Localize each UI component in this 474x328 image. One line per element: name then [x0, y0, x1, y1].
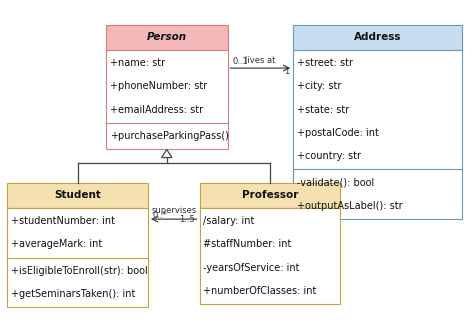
- Text: 1: 1: [284, 67, 290, 76]
- Text: #staffNumber: int: #staffNumber: int: [203, 239, 292, 249]
- Text: +numberOfClasses: int: +numberOfClasses: int: [203, 286, 317, 296]
- Text: +postalCode: int: +postalCode: int: [297, 128, 379, 138]
- Bar: [106, 25, 228, 50]
- Text: supervises: supervises: [151, 206, 196, 215]
- Bar: [200, 208, 340, 304]
- Text: +emailAddress: str: +emailAddress: str: [109, 105, 203, 114]
- Polygon shape: [162, 150, 172, 157]
- Text: Address: Address: [354, 32, 401, 42]
- Text: lives at: lives at: [245, 56, 275, 65]
- Text: +outputAsLabel(): str: +outputAsLabel(): str: [297, 201, 402, 211]
- Text: /salary: int: /salary: int: [203, 216, 255, 226]
- Bar: [8, 208, 148, 307]
- Text: +name: str: +name: str: [109, 58, 164, 68]
- Text: +getSeminarsTaken(): int: +getSeminarsTaken(): int: [11, 289, 136, 299]
- Bar: [293, 25, 462, 50]
- Text: +state: str: +state: str: [297, 105, 349, 114]
- Text: +averageMark: int: +averageMark: int: [11, 239, 102, 249]
- Bar: [106, 50, 228, 150]
- Text: Professor: Professor: [242, 191, 298, 200]
- Text: +isEligibleToEnroll(str): bool: +isEligibleToEnroll(str): bool: [11, 266, 148, 276]
- Text: Student: Student: [55, 191, 101, 200]
- Text: +country: str: +country: str: [297, 151, 361, 161]
- Text: +street: str: +street: str: [297, 58, 353, 68]
- Text: +purchaseParkingPass(): +purchaseParkingPass(): [109, 131, 228, 141]
- Text: -validate(): bool: -validate(): bool: [297, 177, 374, 187]
- Bar: [8, 183, 148, 208]
- Bar: [293, 50, 462, 219]
- Text: +city: str: +city: str: [297, 81, 341, 91]
- Text: Person: Person: [146, 32, 187, 42]
- Text: +studentNumber: int: +studentNumber: int: [11, 216, 115, 226]
- Text: 1..5: 1..5: [179, 215, 195, 224]
- Text: -yearsOfService: int: -yearsOfService: int: [203, 262, 300, 273]
- Bar: [200, 183, 340, 208]
- Text: 0..1: 0..1: [232, 57, 248, 66]
- Text: 0..*: 0..*: [153, 211, 167, 219]
- Text: +phoneNumber: str: +phoneNumber: str: [109, 81, 207, 91]
